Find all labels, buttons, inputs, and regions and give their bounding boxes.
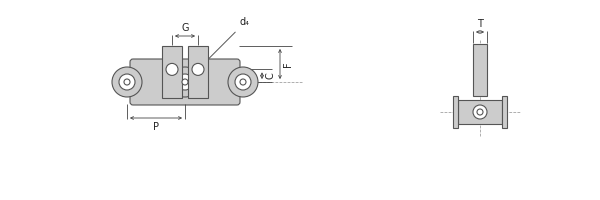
Bar bbox=[458, 100, 502, 124]
Bar bbox=[473, 44, 487, 96]
Ellipse shape bbox=[112, 67, 142, 97]
Bar bbox=[162, 46, 182, 98]
Text: P: P bbox=[153, 122, 159, 132]
Circle shape bbox=[473, 105, 487, 119]
Ellipse shape bbox=[170, 67, 200, 97]
Text: d₄: d₄ bbox=[204, 17, 250, 63]
Text: F: F bbox=[283, 61, 293, 67]
Text: G: G bbox=[181, 23, 189, 33]
Bar bbox=[502, 96, 507, 128]
Circle shape bbox=[240, 79, 246, 85]
FancyBboxPatch shape bbox=[130, 59, 240, 105]
Ellipse shape bbox=[235, 74, 251, 90]
Circle shape bbox=[477, 109, 483, 115]
Bar bbox=[453, 96, 458, 128]
Bar bbox=[188, 46, 208, 98]
Circle shape bbox=[192, 63, 204, 75]
Ellipse shape bbox=[119, 74, 135, 90]
Text: T: T bbox=[477, 19, 483, 29]
Ellipse shape bbox=[228, 67, 258, 97]
Circle shape bbox=[124, 79, 130, 85]
Ellipse shape bbox=[177, 74, 193, 90]
Circle shape bbox=[182, 79, 188, 85]
Text: C: C bbox=[265, 72, 275, 79]
Circle shape bbox=[166, 63, 178, 75]
